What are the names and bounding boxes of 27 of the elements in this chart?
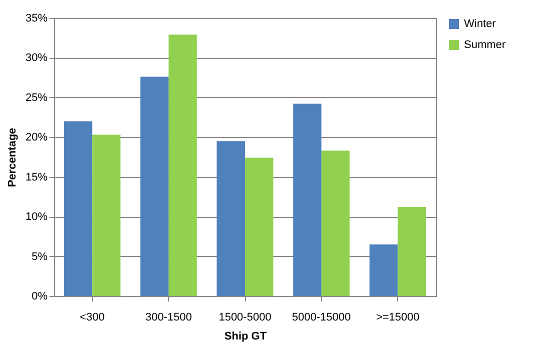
y-tick-label: 25% — [25, 92, 48, 104]
bar — [293, 104, 322, 296]
y-tick-label: 30% — [25, 52, 48, 64]
y-axis-title: Percentage — [6, 128, 18, 188]
y-tick-label: 15% — [25, 171, 48, 184]
bar — [92, 134, 120, 296]
bar — [216, 141, 245, 296]
y-tick-label: 5% — [32, 250, 48, 263]
bar — [168, 34, 197, 296]
y-tick-label: 0% — [32, 290, 48, 302]
bar — [398, 207, 426, 296]
y-tick-label: 10% — [25, 211, 48, 224]
x-axis-title: Ship GT — [224, 330, 267, 342]
x-tick-label: <300 — [80, 312, 105, 324]
bar — [64, 121, 92, 296]
bar — [245, 158, 274, 296]
bar — [370, 244, 398, 296]
y-tick-label: 20% — [25, 132, 48, 144]
x-tick-label: 300-1500 — [145, 312, 192, 324]
bar — [140, 76, 169, 296]
legend-label: Summer — [464, 39, 506, 51]
legend-label: Winter — [464, 18, 496, 30]
bar — [321, 150, 350, 296]
x-tick-label: >=15000 — [376, 312, 420, 324]
x-tick-label: 5000-15000 — [292, 312, 351, 324]
y-tick-label: 35% — [25, 12, 48, 24]
x-tick-label: 1500-5000 — [218, 312, 272, 324]
